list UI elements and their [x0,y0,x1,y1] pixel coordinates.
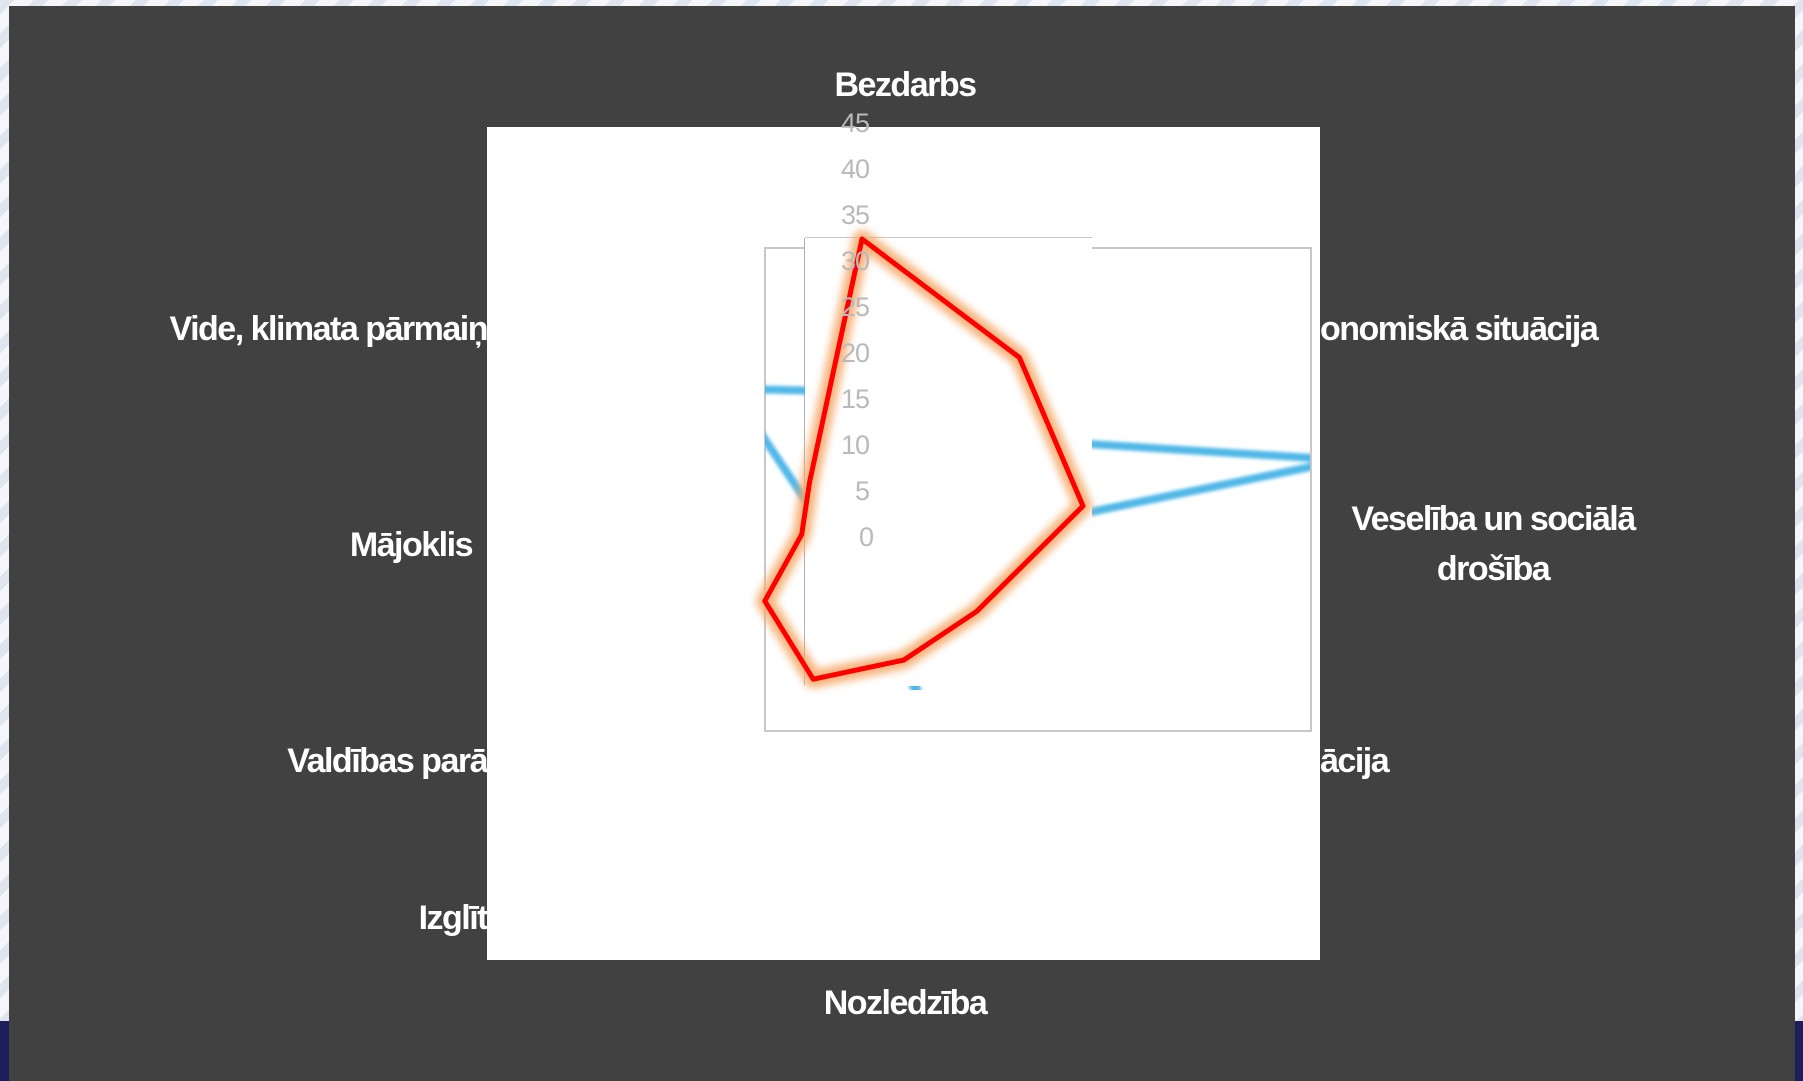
radial-tick-label: 30 [841,246,869,276]
radial-tick-label: 25 [841,292,869,322]
category-label-veseliba-line1: Veselība un sociālā [1351,500,1637,538]
category-labels: Bezdarbs onomiskā situācija Veselība un … [170,66,1639,1022]
series-1-line [762,236,1086,682]
category-label-noziedziba: Nozledzība [824,984,989,1022]
category-label-bezdarbs: Bezdarbs [834,66,976,104]
radial-tick-labels: 45 40 35 30 25 20 15 10 5 0 [841,108,874,552]
category-label-veseliba-line2: drošība [1437,550,1552,588]
radial-tick-label: 0 [859,522,873,552]
radial-tick-label: 5 [855,476,869,506]
radial-tick-label: 15 [841,384,869,414]
radial-tick-label: 10 [841,430,869,460]
plot-edge-mask [487,270,497,350]
radial-tick-label: 45 [841,108,869,138]
radial-tick-label: 20 [841,338,869,368]
category-label-ekonomiska-situacija: onomiskā situācija [1320,310,1600,348]
category-label-izglitiba: Izglīt [419,899,489,937]
radial-tick-label: 40 [841,154,869,184]
category-label-migracija: ācija [1320,742,1391,780]
category-label-vide: Vide, klimata pārmaiņ [170,310,487,348]
series-1-layer [755,230,1092,689]
category-label-majoklis: Mājoklis [350,526,473,564]
category-label-valdibas-paradi: Valdības parā [287,742,489,780]
radial-tick-label: 35 [841,200,869,230]
